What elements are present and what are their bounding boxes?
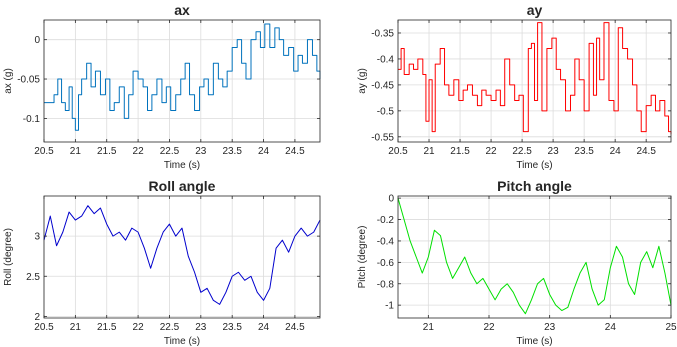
x-tick-label: 20.5 — [34, 146, 54, 157]
axes-box — [43, 19, 321, 143]
x-tick-label: 23 — [195, 322, 207, 333]
x-tick-label: 20.5 — [388, 146, 408, 157]
y-tick-label: 2.5 — [26, 272, 40, 283]
axes-box — [397, 195, 672, 319]
y-tick-label: -0.1 — [23, 114, 41, 125]
x-tick-label: 21.5 — [97, 146, 117, 157]
x-tick-label: 24 — [610, 146, 622, 157]
x-tick-label: 22.5 — [160, 322, 180, 333]
y-tick-label: 0 — [388, 194, 394, 205]
x-tick-label: 25 — [665, 322, 677, 333]
y-tick-label: 3 — [34, 232, 40, 243]
series-line-pitch — [397, 198, 672, 315]
x-tick-label: 23 — [548, 146, 560, 157]
x-tick-label: 24.5 — [285, 322, 305, 333]
y-tick-label: -1 — [385, 301, 394, 312]
series-line-ax — [44, 23, 321, 131]
y-tick-label: -0.35 — [371, 28, 394, 39]
y-axis-label: ay (g) — [357, 68, 368, 94]
y-tick-label: -0.6 — [377, 258, 395, 269]
x-axis-label: Time (s) — [516, 336, 552, 347]
x-tick-label: 23.5 — [222, 322, 242, 333]
axes-box — [43, 195, 321, 319]
chart-title: Pitch angle — [497, 178, 572, 194]
x-tick-label: 23.5 — [574, 146, 594, 157]
y-axis-label: Pitch (degree) — [357, 226, 368, 289]
x-tick-label: 22 — [133, 322, 145, 333]
chart-title: Roll angle — [149, 178, 216, 194]
y-tick-label: -0.4 — [377, 54, 395, 65]
x-tick-label: 23 — [195, 146, 207, 157]
x-tick-label: 22.5 — [512, 146, 532, 157]
x-tick-label: 24.5 — [636, 146, 656, 157]
chart-ay: 20.5 21 21.5 22 22.5 23 23.5 24 24.5 -0.35 -0.4 -0.… — [357, 2, 672, 171]
x-tick-label: 23 — [544, 322, 556, 333]
series-line-ay — [398, 22, 672, 135]
x-tick-label: 21 — [423, 322, 435, 333]
x-axis-label: Time (s) — [164, 160, 200, 171]
x-tick-label: 22 — [133, 146, 145, 157]
chart-roll: 20.5 21 21.5 22 22.5 23 23.5 24 24.5 3 2.5 2 Roll an… — [3, 178, 321, 347]
x-axis-label: Time (s) — [516, 160, 552, 171]
y-tick-label: -0.2 — [377, 215, 395, 226]
y-tick-label: -0.05 — [17, 75, 40, 86]
x-tick-label: 21.5 — [450, 146, 470, 157]
y-axis-label: ax (g) — [3, 68, 14, 94]
x-tick-label: 22 — [486, 146, 498, 157]
x-axis-label: Time (s) — [164, 336, 200, 347]
chart-pitch: 21 22 23 24 25 0 -0.2 -0.4 -0.6 -0.8 -1 Pitch angle… — [357, 178, 677, 347]
x-tick-label: 21 — [70, 322, 82, 333]
y-axis-label: Roll (degree) — [3, 228, 14, 286]
chart-ax: 20.5 21 21.5 22 22.5 23 23.5 24 24.5 0 -0.05 -0.1 ax… — [3, 2, 321, 171]
x-tick-label: 24 — [605, 322, 617, 333]
plot-area — [44, 20, 320, 142]
x-tick-label: 23.5 — [222, 146, 242, 157]
x-tick-label: 24 — [258, 322, 270, 333]
chart-title: ay — [527, 2, 543, 18]
chart-title: ax — [174, 2, 190, 18]
plot-area — [44, 196, 320, 318]
x-tick-label: 24 — [258, 146, 270, 157]
y-tick-label: -0.55 — [371, 132, 394, 143]
x-tick-label: 21 — [423, 146, 435, 157]
y-tick-label: 0 — [34, 35, 40, 46]
x-tick-label: 22 — [483, 322, 495, 333]
x-tick-label: 22.5 — [160, 146, 180, 157]
x-tick-label: 21 — [70, 146, 82, 157]
y-tick-label: -0.45 — [371, 80, 394, 91]
axes-box — [397, 19, 672, 143]
y-tick-label: -0.8 — [377, 279, 395, 290]
series-line-roll — [43, 205, 321, 305]
y-tick-label: -0.4 — [377, 236, 395, 247]
plot-area — [398, 196, 671, 318]
y-tick-label: 2 — [34, 312, 40, 323]
x-tick-label: 20.5 — [34, 322, 54, 333]
y-tick-label: -0.5 — [377, 106, 395, 117]
x-tick-label: 21.5 — [97, 322, 117, 333]
x-tick-label: 24.5 — [285, 146, 305, 157]
